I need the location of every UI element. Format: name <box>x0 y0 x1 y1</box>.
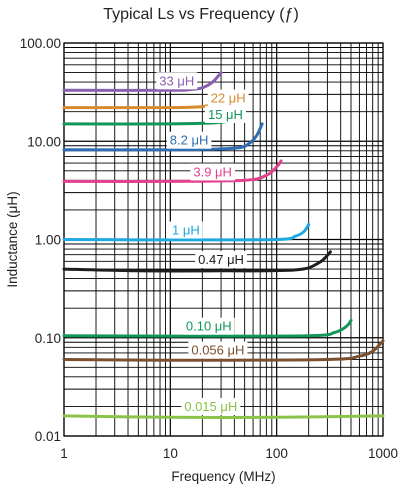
series-label-bg <box>182 317 235 335</box>
series-label-bg <box>156 72 198 90</box>
series-line <box>62 223 311 242</box>
series-label-text: 0.10 μH <box>186 319 232 334</box>
series-label: 0.10 μH <box>182 317 235 335</box>
series-label: 0.015 μH <box>181 397 241 415</box>
series-line <box>62 122 264 152</box>
series-line <box>62 339 385 362</box>
x-axis-label: Frequency (MHz) <box>171 469 275 484</box>
series-label: 0.056 μH <box>188 341 248 359</box>
series-label-bg <box>190 163 235 181</box>
series-label-text: 0.056 μH <box>191 343 244 358</box>
y-tick-label: 0.10 <box>35 331 61 346</box>
series-label-bg <box>181 397 241 415</box>
series-label-text: 8.2 μH <box>170 133 209 148</box>
y-tick-label: 100.00 <box>20 36 61 51</box>
series-label-text: 22 μH <box>211 91 246 106</box>
series-label: 8.2 μH <box>166 131 212 149</box>
tick-labels: 1 10 100 1000 0.01 0.10 1.00 10.00 100.00 <box>20 36 398 461</box>
x-tick-label: 10 <box>163 446 178 461</box>
series-label-text: 33 μH <box>159 73 194 88</box>
series-label: 1 μH <box>169 221 203 239</box>
series-line <box>62 91 227 110</box>
x-tick-label: 1000 <box>368 446 398 461</box>
series-label: 33 μH <box>156 72 198 90</box>
series-label-bg <box>195 251 247 269</box>
chart-title: Typical Ls vs Frequency (ƒ) <box>103 6 299 23</box>
y-tick-label: 1.00 <box>35 233 61 248</box>
y-tick-label: 0.01 <box>35 429 61 444</box>
x-tick-label: 100 <box>265 446 288 461</box>
series-label-text: 15 μH <box>208 107 243 122</box>
series-line <box>62 71 223 92</box>
series-label: 0.47 μH <box>195 251 247 269</box>
series-label: 22 μH <box>207 89 249 107</box>
series-label-bg <box>207 89 249 107</box>
series-label-bg <box>169 221 203 239</box>
series-label: 3.9 μH <box>190 163 235 181</box>
series-label-bg <box>188 341 248 359</box>
series-label-text: 0.47 μH <box>198 252 244 267</box>
y-axis-label: Inductance (μH) <box>5 191 20 287</box>
series-line <box>62 414 385 419</box>
series-label-text: 0.015 μH <box>184 399 237 414</box>
series-label-bg <box>204 105 246 123</box>
series-line <box>62 159 283 183</box>
series-label: 15 μH <box>204 105 246 123</box>
series-label-text: 1 μH <box>172 223 200 238</box>
x-tick-label: 1 <box>60 446 68 461</box>
series-label-text: 3.9 μH <box>193 164 232 179</box>
y-tick-label: 10.00 <box>27 134 61 149</box>
series-line <box>62 250 332 273</box>
series-line <box>62 318 353 338</box>
series-group <box>62 71 385 419</box>
series-label-bg <box>166 131 212 149</box>
